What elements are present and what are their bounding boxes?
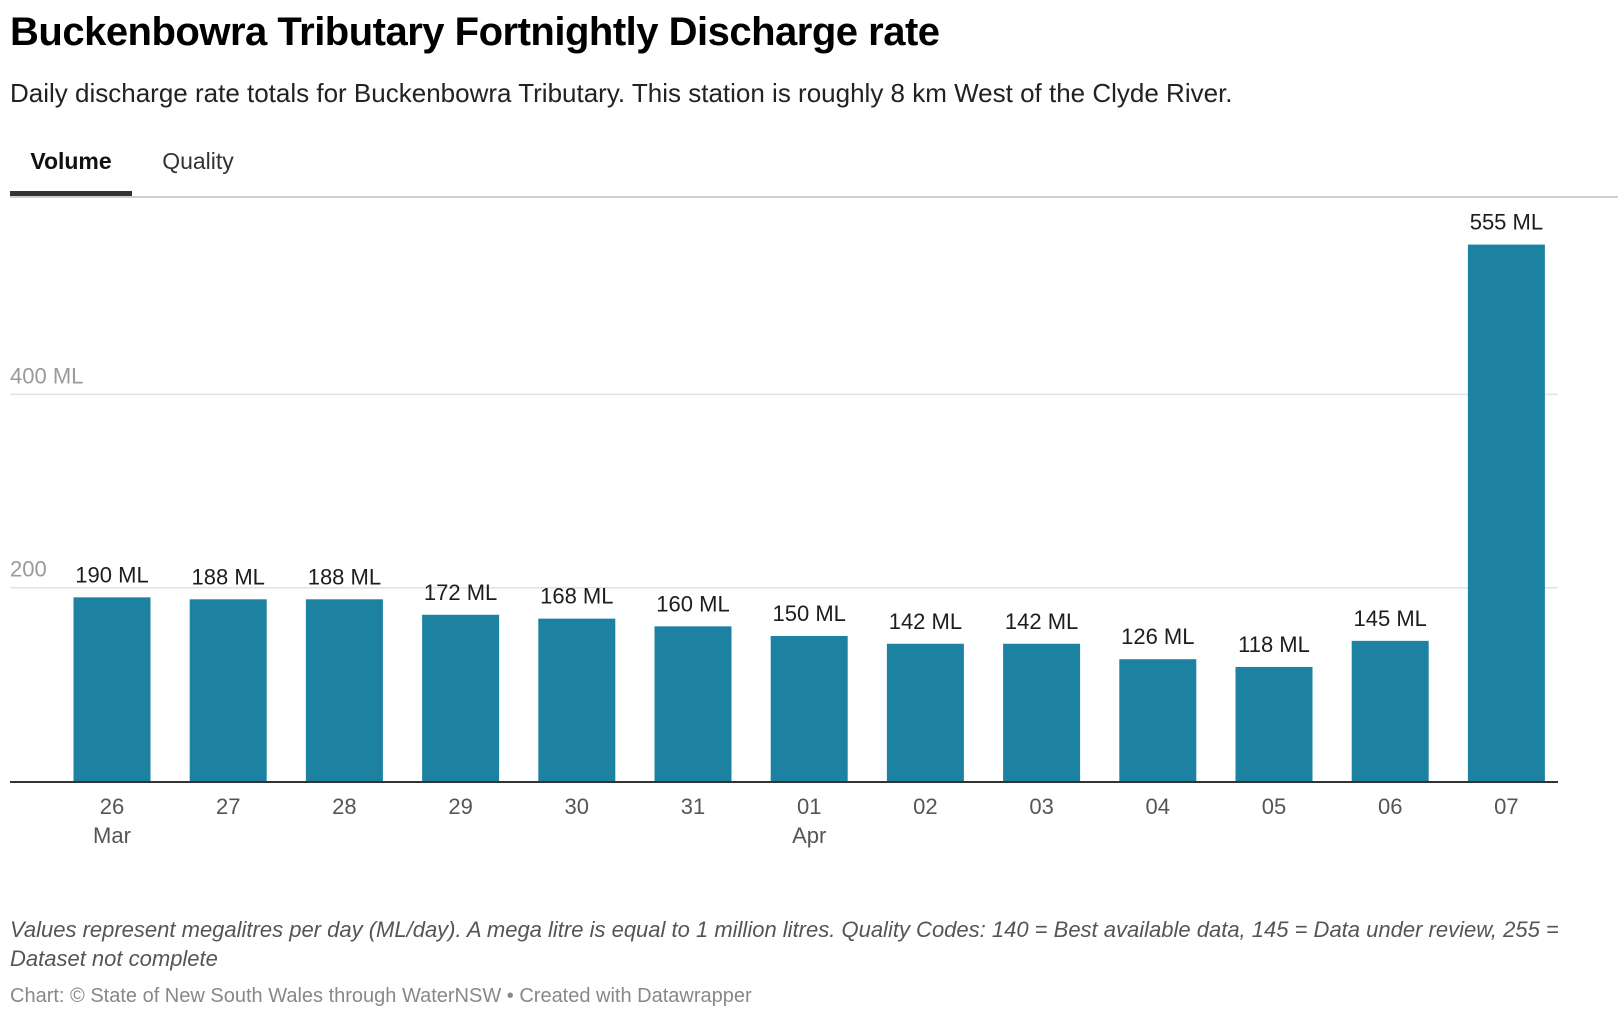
value-label: 190 ML [75,562,148,587]
x-tick-label: 01 [797,794,821,819]
bar-27 [189,599,267,781]
x-tick-label: 30 [565,794,589,819]
value-label: 555 ML [1470,210,1543,235]
value-label: 168 ML [540,584,613,609]
value-label: 142 ML [1005,609,1078,634]
y-tick-label: 400 ML [10,363,83,388]
bar-01 [770,636,848,781]
x-tick-label: 02 [913,794,937,819]
data-labels: 190 ML 188 ML 188 ML 172 ML 168 ML 160 ML 150 … [75,210,1543,657]
value-label: 188 ML [308,564,381,589]
x-tick-label: 28 [332,794,356,819]
value-label: 172 ML [424,580,497,605]
footnote: Values represent megalitres per day (ML/… [10,917,1559,971]
bar-29 [422,614,500,781]
x-tick-label: 04 [1146,794,1170,819]
bar-06 [1351,640,1429,781]
x-tick-label: 06 [1378,794,1402,819]
bar-30 [538,618,616,781]
bar-26 [73,597,151,781]
tab-volume[interactable]: Volume [10,140,132,196]
value-label: 142 ML [889,609,962,634]
x-tick-label: 31 [681,794,705,819]
chart-title: Buckenbowra Tributary Fortnightly Discha… [10,10,940,54]
x-tick-label: 29 [448,794,472,819]
bar-28 [305,599,383,781]
x-tick-label: 05 [1262,794,1286,819]
tab-bar: Volume Quality [10,140,1618,198]
bar-chart: 200 400 ML 190 ML 188 ML 188 ML 172 ML 168 ML… [10,210,1558,848]
x-tick-label: 07 [1494,794,1518,819]
bar-04 [1119,659,1197,781]
value-label: 188 ML [192,564,265,589]
x-axis: 26 Mar 27 28 29 30 31 01 Apr 02 03 04 05 06 07 [10,781,1558,848]
bars [73,244,1545,781]
bar-07 [1467,244,1545,781]
value-label: 150 ML [773,601,846,626]
x-tick-label: 03 [1029,794,1053,819]
bar-31 [654,626,732,781]
value-label: 126 ML [1121,624,1194,649]
value-label: 160 ML [656,591,729,616]
x-month-label: Apr [792,823,826,848]
x-tick-label: 26 [100,794,124,819]
y-tick-label: 200 [10,557,47,582]
x-month-label: Mar [93,823,131,848]
bar-03 [1003,643,1081,781]
bar-05 [1235,666,1313,781]
value-label: 145 ML [1354,606,1427,631]
tab-quality[interactable]: Quality [162,148,234,174]
bar-02 [886,643,964,781]
chart-credit: Chart: © State of New South Wales throug… [10,985,752,1007]
chart-subtitle: Daily discharge rate totals for Buckenbo… [10,78,1233,108]
value-label: 118 ML [1238,632,1310,657]
grid-lines: 200 400 ML [10,363,1558,589]
x-tick-label: 27 [216,794,240,819]
